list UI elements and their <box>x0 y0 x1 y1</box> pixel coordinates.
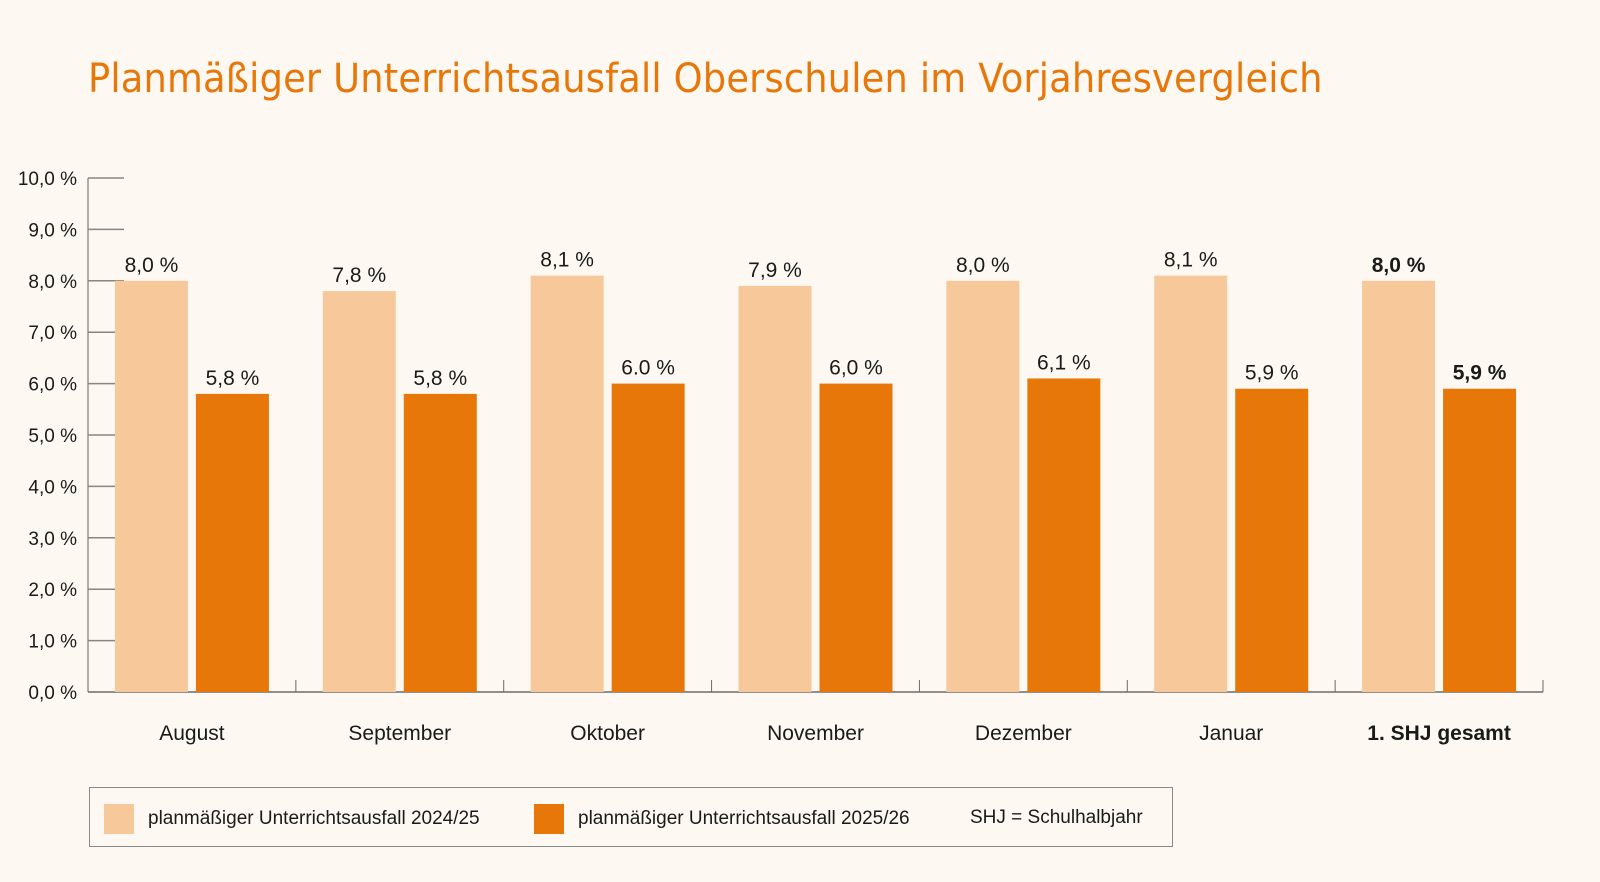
x-tick-label: Januar <box>1199 722 1263 745</box>
bar-2025-26 <box>611 383 685 692</box>
x-axis-labels: August September Oktober November Dezember Ja… <box>159 722 1511 745</box>
legend-swatch-2025-26 <box>534 804 564 834</box>
x-tick-label: September <box>348 722 451 745</box>
x-tick-label: 1. SHJ gesamt <box>1367 722 1511 745</box>
legend-swatch-2024-25 <box>104 804 134 834</box>
bar-2024-25 <box>1154 275 1228 692</box>
x-tick-label: August <box>159 722 225 745</box>
bars <box>114 275 1517 692</box>
bar-2024-25 <box>738 285 812 692</box>
bar-2024-25 <box>530 275 604 692</box>
axes <box>87 178 1544 693</box>
y-tick-label: 8,0 % <box>28 272 77 293</box>
data-label: 5,9 % <box>1453 362 1507 385</box>
y-tick-label: 2,0 % <box>28 580 77 601</box>
chart-title: Planmäßiger Unterrichtsausfall Oberschul… <box>88 56 1323 102</box>
data-label: 5,8 % <box>413 367 467 390</box>
legend-label-2025-26: planmäßiger Unterrichtsausfall 2025/26 <box>578 808 910 829</box>
data-label: 6,1 % <box>1037 351 1091 374</box>
x-tick-label: November <box>767 722 864 745</box>
y-tick-label: 3,0 % <box>28 529 77 550</box>
x-tick-label: Dezember <box>975 722 1072 745</box>
bar-2025-26 <box>819 383 893 692</box>
bar-2024-25 <box>322 291 396 692</box>
data-label: 6.0 % <box>621 357 675 380</box>
data-label: 7,8 % <box>332 264 386 287</box>
data-label: 8,0 % <box>956 254 1010 277</box>
data-label: 6,0 % <box>829 357 883 380</box>
data-label: 5,9 % <box>1245 362 1299 385</box>
bar-2025-26 <box>195 393 269 692</box>
data-label: 8,1 % <box>540 249 594 272</box>
y-tick-label: 0,0 % <box>28 683 77 704</box>
bar-2024-25 <box>1362 280 1436 692</box>
y-tick-label: 9,0 % <box>28 220 77 241</box>
data-label: 7,9 % <box>748 259 802 282</box>
y-axis-ticks: 0,0 % 1,0 % 2,0 % 3,0 % 4,0 % 5,0 % 6,0 % 7,0 %… <box>18 169 124 704</box>
y-tick-label: 4,0 % <box>28 477 77 498</box>
data-label: 8,0 % <box>125 254 179 277</box>
bar-chart: 0,0 % 1,0 % 2,0 % 3,0 % 4,0 % 5,0 % 6,0 % 7,0 %… <box>18 169 1544 745</box>
data-label: 5,8 % <box>206 367 260 390</box>
data-labels: 8,0 % 5,8 % 7,8 % 5,8 % 8,1 % 6.0 % 7,9 % 6,0 %… <box>125 249 1507 390</box>
legend-item-2024-25: planmäßiger Unterrichtsausfall 2024/25 <box>104 804 480 834</box>
x-tick-label: Oktober <box>570 722 645 745</box>
y-tick-label: 6,0 % <box>28 375 77 396</box>
y-tick-label: 5,0 % <box>28 426 77 447</box>
bar-2024-25 <box>946 280 1020 692</box>
legend-label-2024-25: planmäßiger Unterrichtsausfall 2024/25 <box>148 808 480 829</box>
y-tick-label: 10,0 % <box>18 169 77 190</box>
legend: planmäßiger Unterrichtsausfall 2024/25 p… <box>89 787 1173 847</box>
bar-2025-26 <box>1443 388 1517 692</box>
y-tick-label: 7,0 % <box>28 323 77 344</box>
data-label: 8,1 % <box>1164 249 1218 272</box>
y-tick-label: 1,0 % <box>28 632 77 653</box>
legend-item-2025-26: planmäßiger Unterrichtsausfall 2025/26 <box>534 804 910 834</box>
legend-note: SHJ = Schulhalbjahr <box>970 807 1143 828</box>
bar-2025-26 <box>1235 388 1309 692</box>
bar-2025-26 <box>403 393 477 692</box>
bar-2024-25 <box>114 280 188 692</box>
bar-2025-26 <box>1027 378 1101 692</box>
data-label: 8,0 % <box>1372 254 1426 277</box>
